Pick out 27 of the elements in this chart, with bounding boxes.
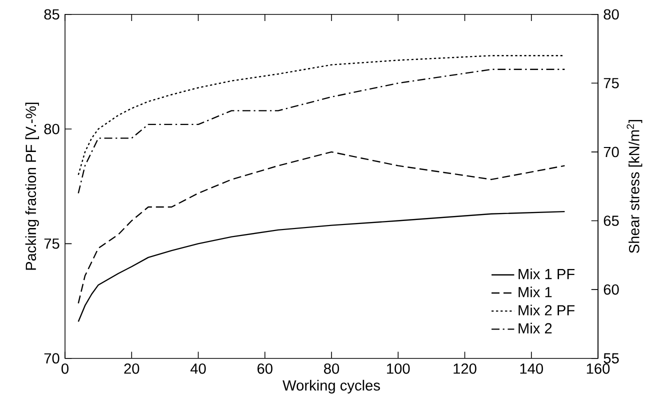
y2-tick-label: 75 [604,78,619,88]
x-tick-label: 100 [387,363,410,374]
y-tick-label: 70 [44,353,60,364]
legend-label: Mix 2 PF [518,304,575,316]
x-tick-label: 120 [454,363,476,374]
y-tick-label: 85 [44,9,60,20]
y2-tick-label: 55 [604,353,619,364]
y2-tick-label: 80 [604,9,619,20]
legend-label: Mix 1 [518,286,552,298]
x-tick-label: 80 [324,363,340,374]
y2-axis-title: Shear stress [kN/m$^{2}$] [626,120,642,253]
x-tick-label: 140 [520,363,543,374]
x-tick-label: 40 [190,363,206,374]
x-tick-label: 0 [62,363,68,374]
y2-tick-label: 70 [604,146,619,158]
y-tick-label: 75 [44,238,60,249]
y-axis-title: Packing fraction PF [V.-%] [25,102,39,270]
y2-tick-label: 60 [604,284,619,295]
y2-tick-label: 65 [604,216,619,226]
x-tick-label: 60 [258,363,272,374]
line-series [78,54,566,176]
x-tick-label: 20 [124,363,140,374]
y-tick-label: 80 [44,124,60,134]
x-tick-label: 160 [586,363,610,374]
legend-label: Mix 1 PF [518,268,575,279]
legend-label: Mix 2 [518,322,552,334]
x-axis-title: Working cycles [282,380,380,394]
